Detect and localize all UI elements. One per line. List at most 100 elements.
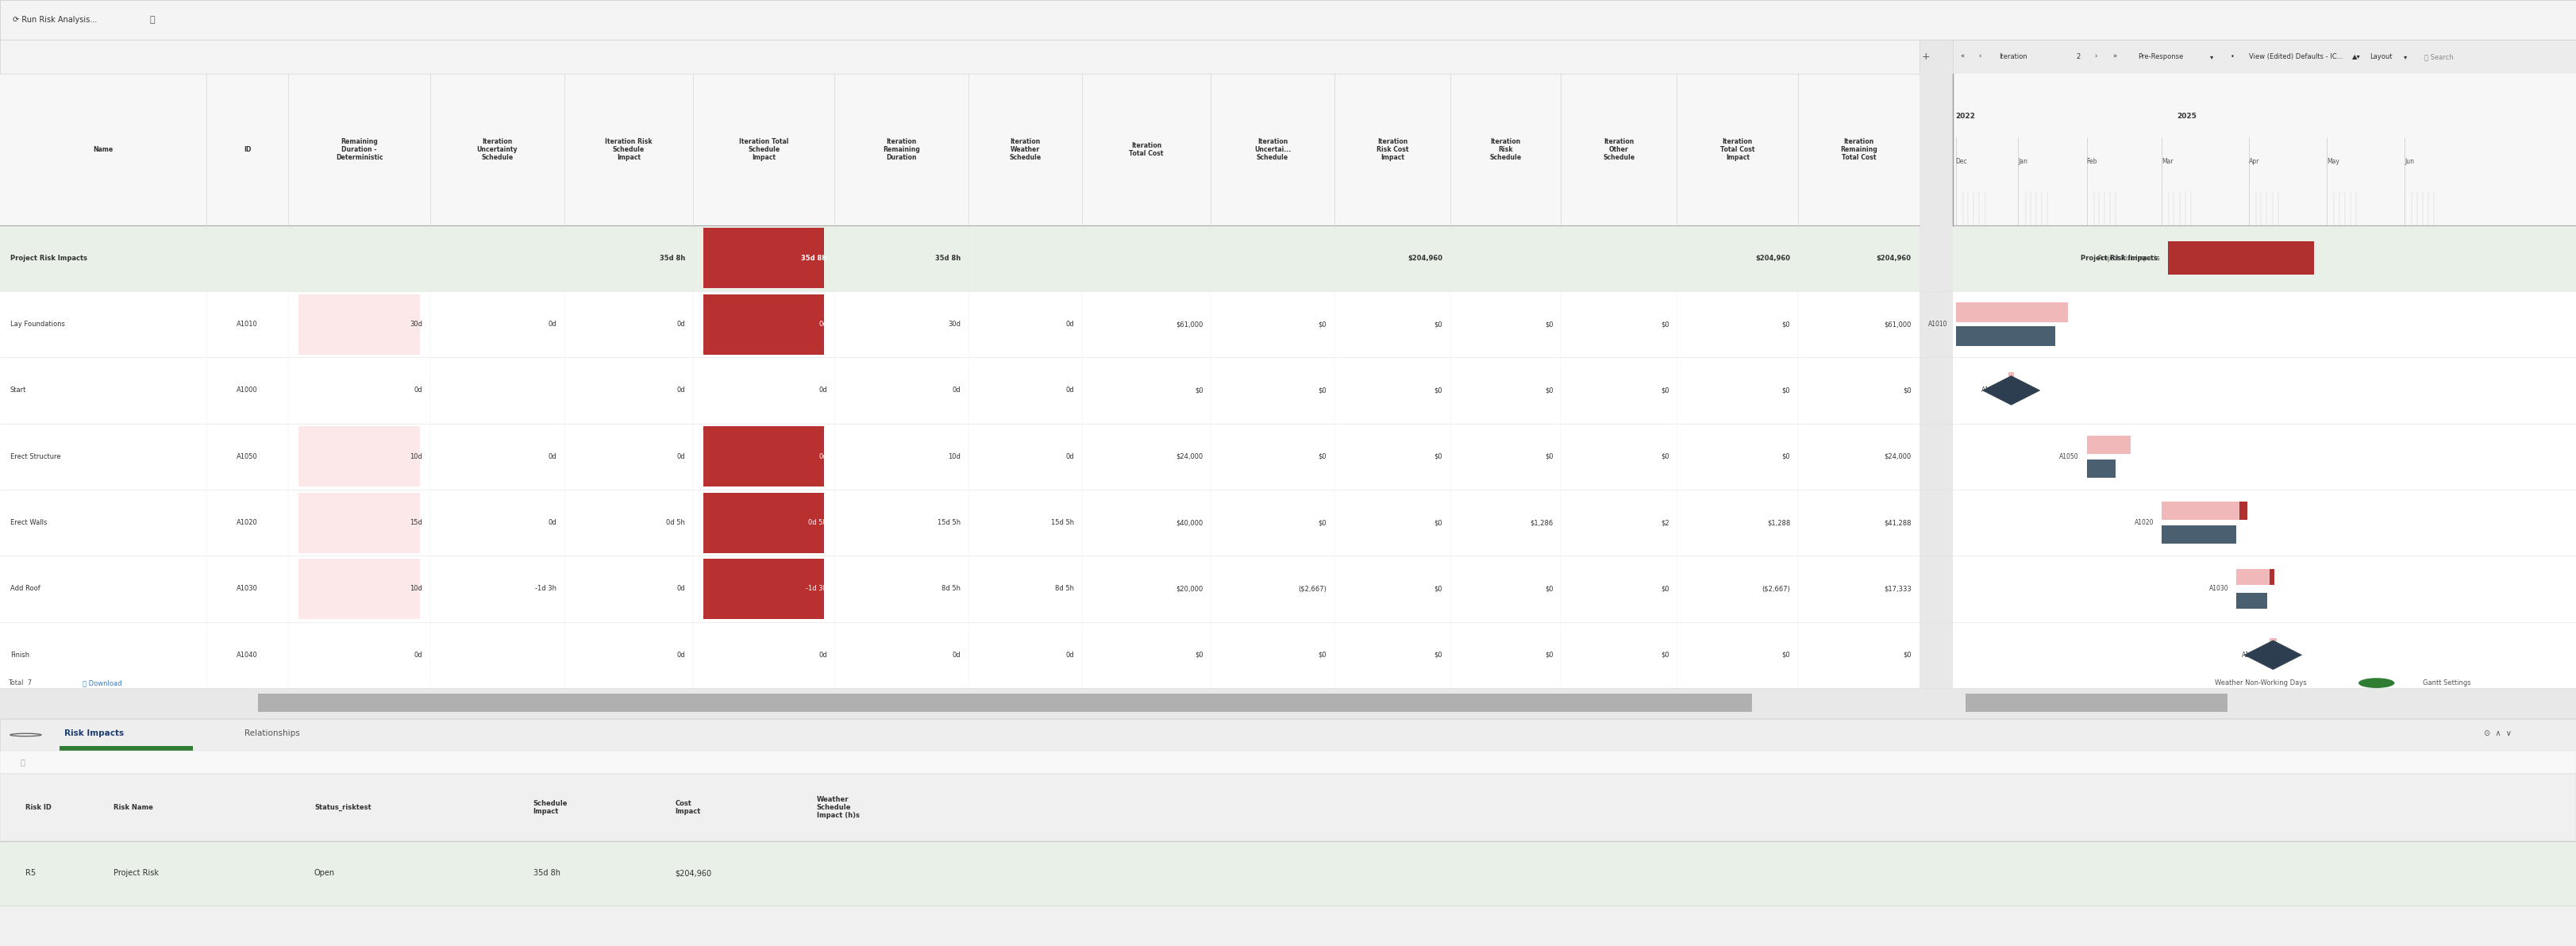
Text: $204,960: $204,960	[675, 869, 711, 877]
Text: Iteration
Weather
Schedule: Iteration Weather Schedule	[1010, 138, 1041, 162]
Text: 15d 5h: 15d 5h	[938, 519, 961, 526]
Bar	[299, 294, 420, 355]
Text: $0: $0	[1783, 321, 1790, 328]
Text: $0: $0	[1435, 387, 1443, 394]
Text: $0: $0	[1319, 453, 1327, 460]
Bar	[1953, 490, 2576, 555]
Bar	[1955, 303, 2069, 323]
Text: Remaining
Duration -
Deterministic: Remaining Duration - Deterministic	[335, 138, 384, 162]
Text: ▾: ▾	[2403, 53, 2406, 61]
Text: ($2,667): ($2,667)	[1762, 586, 1790, 592]
Text: 35d 8h: 35d 8h	[801, 254, 827, 262]
Bar	[1953, 40, 2576, 74]
Text: $0: $0	[1319, 321, 1327, 328]
Text: $20,000: $20,000	[1175, 586, 1203, 592]
Text: Weather
Schedule
Impact (h)s: Weather Schedule Impact (h)s	[817, 796, 860, 819]
Text: 🔍 Search: 🔍 Search	[2424, 53, 2452, 61]
Text: A1030: A1030	[237, 586, 258, 592]
Bar	[0, 719, 2576, 751]
Bar	[2087, 459, 2115, 478]
Bar	[0, 555, 1919, 622]
Text: »: »	[2112, 53, 2117, 61]
Text: Gantt Settings: Gantt Settings	[2424, 679, 2470, 687]
Text: 0d: 0d	[819, 453, 827, 460]
Text: $2: $2	[1662, 519, 1669, 526]
Text: Iteration
Remaining
Total Cost: Iteration Remaining Total Cost	[1839, 138, 1878, 162]
Text: $0: $0	[1662, 321, 1669, 328]
Bar	[2166, 241, 2313, 274]
Text: 10d: 10d	[410, 586, 422, 592]
Bar	[0, 490, 1919, 555]
Text: Name: Name	[93, 146, 113, 153]
Text: ⤓ Download: ⤓ Download	[82, 679, 121, 687]
Text: $0: $0	[1904, 387, 1911, 394]
Text: 0d: 0d	[415, 652, 422, 658]
Text: A1030: A1030	[2210, 586, 2228, 592]
Text: Project Risk: Project Risk	[113, 869, 160, 877]
Text: $0: $0	[1783, 387, 1790, 394]
Text: Risk Name: Risk Name	[113, 804, 152, 811]
Bar	[2239, 501, 2246, 520]
Text: Iteration
Total Cost: Iteration Total Cost	[1128, 142, 1164, 157]
Circle shape	[2360, 678, 2396, 688]
Text: Iteration Total
Schedule
Impact: Iteration Total Schedule Impact	[739, 138, 788, 162]
Bar	[0, 622, 1919, 688]
Text: $0: $0	[1435, 453, 1443, 460]
Text: 35d 8h: 35d 8h	[935, 254, 961, 262]
Text: 2022: 2022	[1955, 113, 1976, 120]
Text: A1050: A1050	[2058, 453, 2079, 460]
Text: Pre-Response: Pre-Response	[2138, 53, 2184, 61]
Text: 0d: 0d	[415, 387, 422, 394]
Text: Iteration
Total Cost
Impact: Iteration Total Cost Impact	[1721, 138, 1754, 162]
Text: ⊙  ∧  ∨: ⊙ ∧ ∨	[2483, 729, 2512, 737]
Text: Iteration
Remaining
Duration: Iteration Remaining Duration	[884, 138, 920, 162]
Text: $61,000: $61,000	[1175, 321, 1203, 328]
Text: Lay Foundations: Lay Foundations	[10, 321, 64, 328]
Bar	[1953, 424, 2576, 490]
Bar	[0, 842, 2576, 905]
Bar	[2236, 592, 2267, 609]
Bar	[703, 427, 824, 487]
Text: Finish: Finish	[10, 652, 28, 658]
Text: A1020: A1020	[2136, 519, 2154, 526]
Text: 0d: 0d	[1066, 321, 1074, 328]
Text: Iteration Risk
Schedule
Impact: Iteration Risk Schedule Impact	[605, 138, 652, 162]
Text: $0: $0	[1435, 321, 1443, 328]
Text: ID: ID	[245, 146, 250, 153]
Text: $24,000: $24,000	[1175, 453, 1203, 460]
Text: 0d: 0d	[549, 519, 556, 526]
Text: •: •	[2231, 53, 2236, 61]
Text: Risk ID: Risk ID	[26, 804, 52, 811]
Bar	[703, 559, 824, 619]
Text: A1020: A1020	[237, 519, 258, 526]
Text: 0d: 0d	[677, 321, 685, 328]
Bar	[2087, 435, 2130, 454]
Text: $1,288: $1,288	[1767, 519, 1790, 526]
Text: A1000: A1000	[1981, 387, 2002, 394]
Text: $40,000: $40,000	[1175, 519, 1203, 526]
Text: 0d: 0d	[819, 652, 827, 658]
Text: ‹: ‹	[1978, 53, 1981, 61]
Bar	[0, 40, 1919, 74]
Text: 35d 8h: 35d 8h	[533, 869, 559, 877]
Text: 2025: 2025	[2177, 113, 2197, 120]
Text: 0d: 0d	[1066, 453, 1074, 460]
Text: $0: $0	[1783, 652, 1790, 658]
Text: $0: $0	[1662, 453, 1669, 460]
Text: A1000: A1000	[237, 387, 258, 394]
Bar	[2161, 501, 2244, 520]
Text: Start: Start	[10, 387, 26, 394]
Text: Project Risk Impacts: Project Risk Impacts	[2099, 254, 2159, 262]
Text: $0: $0	[1662, 586, 1669, 592]
Text: Relationships: Relationships	[245, 729, 299, 737]
Text: 0d: 0d	[549, 321, 556, 328]
Text: A1040: A1040	[237, 652, 258, 658]
Text: $0: $0	[1319, 652, 1327, 658]
Text: -1d 3h: -1d 3h	[536, 586, 556, 592]
Text: 8d 5h: 8d 5h	[943, 586, 961, 592]
Text: $0: $0	[1546, 387, 1553, 394]
Text: Dec: Dec	[1955, 158, 1968, 166]
Text: $17,333: $17,333	[1883, 586, 1911, 592]
Text: 35d 8h: 35d 8h	[659, 254, 685, 262]
Text: Feb: Feb	[2087, 158, 2097, 166]
